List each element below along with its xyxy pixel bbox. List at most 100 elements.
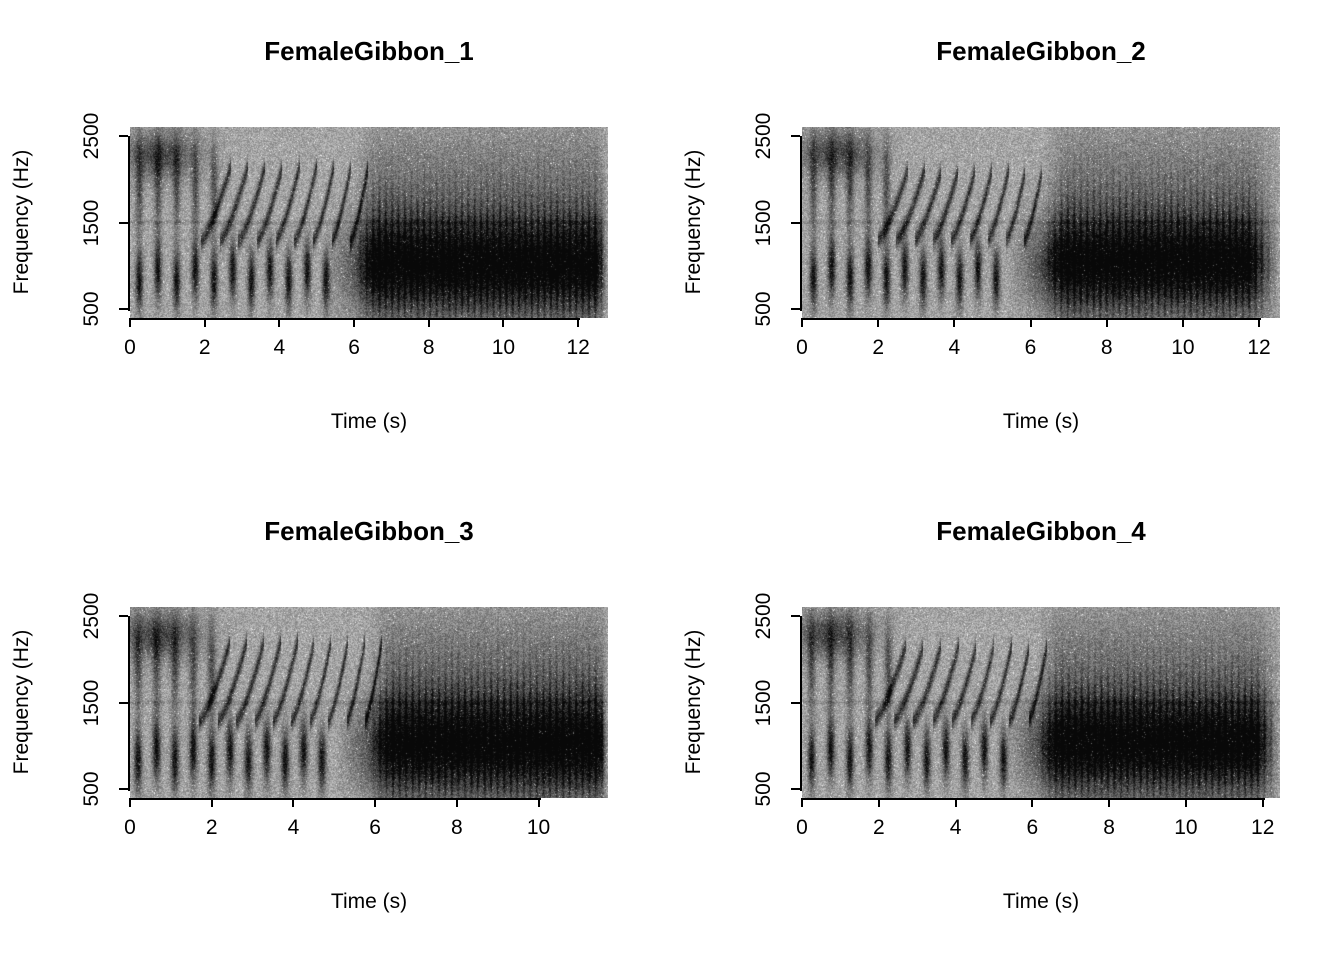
x-tick-label: 6 <box>1026 816 1039 839</box>
y-axis-label: Frequency (Hz) <box>10 149 33 295</box>
y-tick-label: 1500 <box>80 199 103 246</box>
x-tick-label: 12 <box>566 336 590 359</box>
x-tick-mark <box>374 798 377 807</box>
x-tick-mark <box>1108 798 1111 807</box>
x-tick-mark <box>954 798 957 807</box>
x-tick-mark <box>1181 318 1184 327</box>
x-tick-label: 6 <box>348 336 360 359</box>
x-tick-label: 0 <box>124 816 136 839</box>
x-tick-label: 4 <box>287 816 300 839</box>
spectrogram-image <box>802 127 1280 318</box>
x-tick-label: 8 <box>1100 336 1113 359</box>
x-axis-label: Time (s) <box>330 890 408 913</box>
spectrogram-panel-2: FemaleGibbon_2 Frequency (Hz) Time (s) 0… <box>672 0 1344 480</box>
y-tick-mark <box>119 134 128 137</box>
panel-title: FemaleGibbon_2 <box>936 36 1146 66</box>
x-tick-mark <box>129 318 131 327</box>
x-tick-mark <box>278 318 281 327</box>
x-tick-mark <box>1261 798 1264 807</box>
x-tick-label: 8 <box>450 816 463 839</box>
x-axis-label: Time (s) <box>1002 410 1080 433</box>
x-tick-label: 8 <box>422 336 435 359</box>
spectrogram-image <box>130 607 608 798</box>
panel-title: FemaleGibbon_3 <box>264 516 474 546</box>
x-tick-mark <box>801 318 803 327</box>
y-tick-label: 2500 <box>80 112 103 160</box>
y-tick-label: 1500 <box>752 679 775 726</box>
x-tick-mark <box>502 318 505 327</box>
y-tick-mark <box>119 614 128 617</box>
x-tick-label: 4 <box>273 336 286 359</box>
x-tick-mark <box>953 318 956 327</box>
x-axis-line <box>802 318 1262 320</box>
x-tick-label: 10 <box>1174 816 1198 839</box>
y-tick-label: 1500 <box>80 679 103 726</box>
y-tick-label: 500 <box>752 291 775 327</box>
x-axis-line <box>802 798 1265 800</box>
x-tick-mark <box>353 318 356 327</box>
y-axis-line <box>128 615 130 792</box>
y-axis-line <box>800 135 802 312</box>
x-tick-label: 2 <box>872 816 885 839</box>
y-tick-mark <box>791 788 800 791</box>
x-tick-label: 12 <box>1247 336 1271 359</box>
spectrogram-image <box>802 607 1280 798</box>
y-axis-line <box>128 135 130 312</box>
x-tick-mark <box>801 798 803 807</box>
y-tick-label: 500 <box>752 771 775 807</box>
y-tick-label: 2500 <box>80 592 103 640</box>
y-tick-label: 500 <box>80 771 103 807</box>
x-tick-label: 4 <box>949 816 962 839</box>
x-tick-label: 6 <box>1024 336 1037 359</box>
x-tick-mark <box>1029 318 1032 327</box>
x-tick-label: 0 <box>124 336 136 359</box>
x-tick-label: 12 <box>1251 816 1275 839</box>
y-axis-label: Frequency (Hz) <box>682 149 705 295</box>
x-tick-mark <box>877 318 880 327</box>
y-tick-label: 2500 <box>752 592 775 640</box>
x-tick-mark <box>455 798 458 807</box>
x-tick-label: 0 <box>796 336 808 359</box>
x-tick-label: 2 <box>198 336 211 359</box>
x-tick-mark <box>427 318 430 327</box>
spectrogram-panel-1: FemaleGibbon_1 Frequency (Hz) Time (s) 0… <box>0 0 672 480</box>
x-tick-label: 10 <box>526 816 551 839</box>
x-tick-mark <box>203 318 206 327</box>
x-tick-label: 10 <box>1171 336 1195 359</box>
spectrogram-panel-4: FemaleGibbon_4 Frequency (Hz) Time (s) 0… <box>672 480 1344 960</box>
x-tick-mark <box>1184 798 1187 807</box>
x-tick-label: 10 <box>491 336 516 359</box>
y-tick-mark <box>119 308 128 311</box>
y-axis-label: Frequency (Hz) <box>10 629 33 775</box>
x-tick-label: 8 <box>1103 816 1115 839</box>
x-tick-mark <box>1031 798 1034 807</box>
y-tick-mark <box>791 134 800 137</box>
y-axis-line <box>800 615 802 792</box>
x-tick-label: 2 <box>872 336 885 359</box>
x-tick-label: 0 <box>796 816 808 839</box>
x-axis-line <box>130 318 581 320</box>
x-tick-mark <box>877 798 880 807</box>
y-tick-mark <box>119 701 128 704</box>
x-tick-mark <box>292 798 295 807</box>
y-tick-mark <box>791 701 800 704</box>
x-tick-label: 6 <box>369 816 381 839</box>
x-tick-label: 4 <box>948 336 961 359</box>
x-tick-label: 2 <box>205 816 218 839</box>
x-tick-mark <box>537 798 540 807</box>
y-tick-label: 2500 <box>752 112 775 160</box>
spectrogram-panel-3: FemaleGibbon_3 Frequency (Hz) Time (s) 0… <box>0 480 672 960</box>
x-tick-mark <box>1105 318 1108 327</box>
panel-title: FemaleGibbon_1 <box>264 36 474 66</box>
y-tick-mark <box>791 614 800 617</box>
y-tick-mark <box>119 788 128 791</box>
x-tick-mark <box>1258 318 1261 327</box>
x-axis-line <box>130 798 541 800</box>
y-tick-mark <box>119 221 128 224</box>
x-tick-mark <box>577 318 580 327</box>
y-tick-mark <box>791 221 800 224</box>
x-tick-mark <box>210 798 213 807</box>
y-tick-label: 500 <box>80 291 103 327</box>
x-axis-label: Time (s) <box>330 410 408 433</box>
